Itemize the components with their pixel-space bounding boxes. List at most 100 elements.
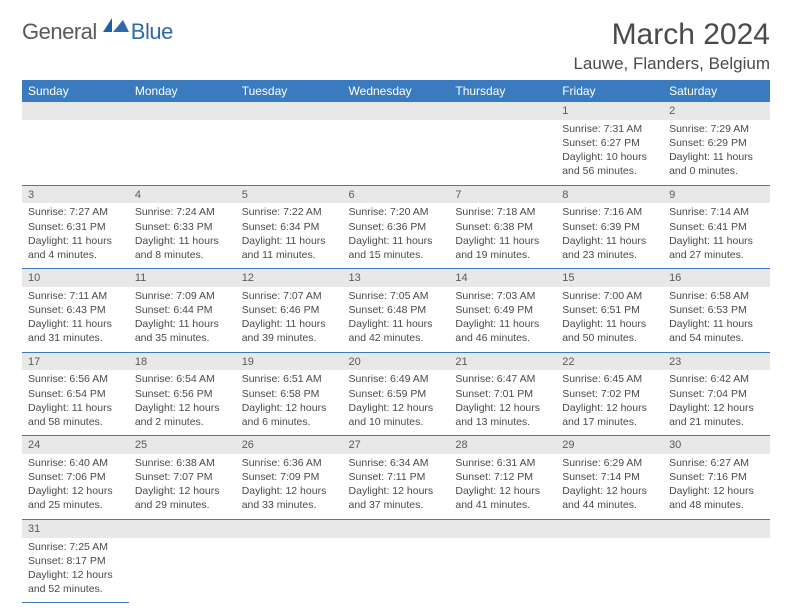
daylight-line2: and 42 minutes. — [349, 331, 444, 345]
sunset: Sunset: 6:59 PM — [349, 387, 444, 401]
sunset: Sunset: 6:36 PM — [349, 220, 444, 234]
sunset: Sunset: 7:14 PM — [562, 470, 657, 484]
daylight-line1: Daylight: 12 hours — [242, 484, 337, 498]
day-number: 12 — [236, 269, 343, 287]
day-number: 25 — [129, 436, 236, 454]
day-number: 11 — [129, 269, 236, 287]
sunrise: Sunrise: 7:24 AM — [135, 205, 230, 219]
day-number — [663, 519, 770, 537]
daylight-line2: and 23 minutes. — [562, 248, 657, 262]
sunset: Sunset: 7:02 PM — [562, 387, 657, 401]
day-number: 7 — [449, 185, 556, 203]
daylight-line1: Daylight: 11 hours — [669, 150, 764, 164]
day-number: 1 — [556, 102, 663, 120]
day-number: 31 — [22, 519, 129, 537]
day-number: 9 — [663, 185, 770, 203]
sunrise: Sunrise: 7:31 AM — [562, 122, 657, 136]
daylight-line1: Daylight: 11 hours — [28, 317, 123, 331]
sunset: Sunset: 6:38 PM — [455, 220, 550, 234]
day-cell — [449, 120, 556, 185]
day-number: 4 — [129, 185, 236, 203]
sunrise: Sunrise: 6:40 AM — [28, 456, 123, 470]
daylight-line2: and 0 minutes. — [669, 164, 764, 178]
sunset: Sunset: 6:54 PM — [28, 387, 123, 401]
daylight-line2: and 35 minutes. — [135, 331, 230, 345]
day-number: 5 — [236, 185, 343, 203]
day-cell: Sunrise: 6:34 AMSunset: 7:11 PMDaylight:… — [343, 454, 450, 519]
day-number: 10 — [22, 269, 129, 287]
daylight-line1: Daylight: 11 hours — [135, 317, 230, 331]
day-header: Wednesday — [343, 80, 450, 102]
day-number: 14 — [449, 269, 556, 287]
daylight-line2: and 58 minutes. — [28, 415, 123, 429]
daylight-line2: and 29 minutes. — [135, 498, 230, 512]
day-number: 24 — [22, 436, 129, 454]
sunrise: Sunrise: 7:18 AM — [455, 205, 550, 219]
day-cell — [556, 538, 663, 603]
title-block: March 2024 Lauwe, Flanders, Belgium — [573, 18, 770, 74]
sunrise: Sunrise: 6:38 AM — [135, 456, 230, 470]
daylight-line2: and 8 minutes. — [135, 248, 230, 262]
day-header: Sunday — [22, 80, 129, 102]
daynum-row: 17181920212223 — [22, 352, 770, 370]
daylight-line2: and 33 minutes. — [242, 498, 337, 512]
day-cell: Sunrise: 6:49 AMSunset: 6:59 PMDaylight:… — [343, 370, 450, 435]
daylight-line1: Daylight: 11 hours — [28, 234, 123, 248]
day-cell: Sunrise: 7:29 AMSunset: 6:29 PMDaylight:… — [663, 120, 770, 185]
daylight-line2: and 48 minutes. — [669, 498, 764, 512]
day-number: 3 — [22, 185, 129, 203]
day-number: 27 — [343, 436, 450, 454]
day-header: Thursday — [449, 80, 556, 102]
daylight-line2: and 52 minutes. — [28, 582, 123, 596]
day-cell: Sunrise: 6:40 AMSunset: 7:06 PMDaylight:… — [22, 454, 129, 519]
sunrise: Sunrise: 7:07 AM — [242, 289, 337, 303]
daylight-line1: Daylight: 11 hours — [349, 234, 444, 248]
daylight-line1: Daylight: 12 hours — [455, 484, 550, 498]
sunrise: Sunrise: 7:14 AM — [669, 205, 764, 219]
day-cell — [236, 120, 343, 185]
day-number: 21 — [449, 352, 556, 370]
sunset: Sunset: 7:04 PM — [669, 387, 764, 401]
daylight-line2: and 6 minutes. — [242, 415, 337, 429]
day-cell: Sunrise: 6:54 AMSunset: 6:56 PMDaylight:… — [129, 370, 236, 435]
logo-text-general: General — [22, 19, 97, 45]
daylight-line2: and 15 minutes. — [349, 248, 444, 262]
sunrise: Sunrise: 7:11 AM — [28, 289, 123, 303]
sunrise: Sunrise: 7:27 AM — [28, 205, 123, 219]
daylight-line2: and 4 minutes. — [28, 248, 123, 262]
daylight-line2: and 50 minutes. — [562, 331, 657, 345]
sunrise: Sunrise: 6:42 AM — [669, 372, 764, 386]
day-cell: Sunrise: 6:56 AMSunset: 6:54 PMDaylight:… — [22, 370, 129, 435]
sunset: Sunset: 8:17 PM — [28, 554, 123, 568]
day-number — [236, 102, 343, 120]
day-cell — [129, 120, 236, 185]
daylight-line2: and 37 minutes. — [349, 498, 444, 512]
day-number: 26 — [236, 436, 343, 454]
sunset: Sunset: 6:48 PM — [349, 303, 444, 317]
sunset: Sunset: 6:44 PM — [135, 303, 230, 317]
day-cell: Sunrise: 6:31 AMSunset: 7:12 PMDaylight:… — [449, 454, 556, 519]
day-header: Tuesday — [236, 80, 343, 102]
daylight-line2: and 44 minutes. — [562, 498, 657, 512]
sunrise: Sunrise: 7:22 AM — [242, 205, 337, 219]
daylight-line1: Daylight: 12 hours — [28, 484, 123, 498]
sunset: Sunset: 7:12 PM — [455, 470, 550, 484]
sunrise: Sunrise: 7:05 AM — [349, 289, 444, 303]
day-cell: Sunrise: 7:03 AMSunset: 6:49 PMDaylight:… — [449, 287, 556, 352]
day-number: 22 — [556, 352, 663, 370]
daylight-line1: Daylight: 11 hours — [242, 234, 337, 248]
sunrise: Sunrise: 6:29 AM — [562, 456, 657, 470]
daylight-line2: and 17 minutes. — [562, 415, 657, 429]
day-cell: Sunrise: 7:18 AMSunset: 6:38 PMDaylight:… — [449, 203, 556, 268]
sunset: Sunset: 6:41 PM — [669, 220, 764, 234]
calendar-table: SundayMondayTuesdayWednesdayThursdayFrid… — [22, 80, 770, 603]
day-cell: Sunrise: 6:27 AMSunset: 7:16 PMDaylight:… — [663, 454, 770, 519]
day-number — [22, 102, 129, 120]
daylight-line2: and 46 minutes. — [455, 331, 550, 345]
sunrise: Sunrise: 6:31 AM — [455, 456, 550, 470]
day-cell: Sunrise: 7:16 AMSunset: 6:39 PMDaylight:… — [556, 203, 663, 268]
daylight-line1: Daylight: 12 hours — [28, 568, 123, 582]
day-cell — [129, 538, 236, 603]
daylight-line1: Daylight: 11 hours — [135, 234, 230, 248]
daynum-row: 12 — [22, 102, 770, 120]
